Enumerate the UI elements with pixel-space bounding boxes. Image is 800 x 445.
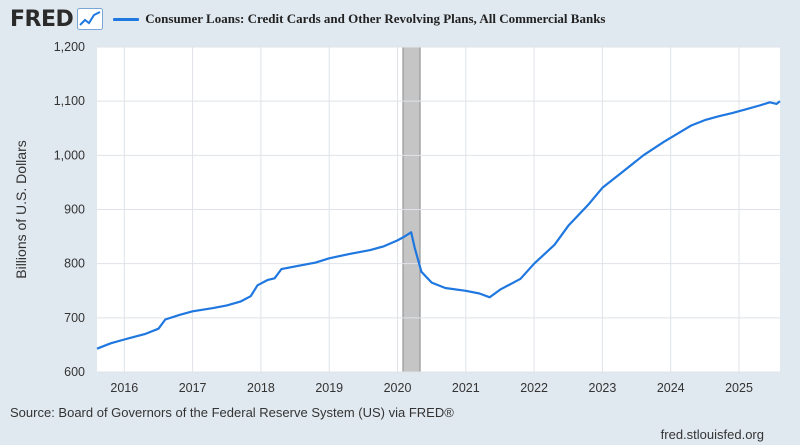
x-tick-label: 2017 xyxy=(179,381,207,395)
x-tick-label: 2016 xyxy=(110,381,138,395)
y-tick-label: 600 xyxy=(64,365,85,379)
x-tick-label: 2024 xyxy=(657,381,685,395)
y-tick-label: 900 xyxy=(64,203,85,217)
x-tick-label: 2023 xyxy=(589,381,617,395)
y-tick-label: 700 xyxy=(64,311,85,325)
x-tick-label: 2020 xyxy=(384,381,412,395)
x-tick-label: 2021 xyxy=(452,381,480,395)
x-tick-label: 2022 xyxy=(520,381,548,395)
y-tick-label: 1,200 xyxy=(54,40,85,54)
line-chart: 2016 2017 2018 2019 2020 2021 2022 2023 2024 2025… xyxy=(13,40,781,395)
y-tick-label: 1,100 xyxy=(54,94,85,108)
chart-header: FRED Consumer Loans: Credit Cards and Ot… xyxy=(10,4,605,34)
x-tick-label: 2019 xyxy=(315,381,343,395)
gridlines xyxy=(97,46,780,373)
y-axis: 600 700 800 900 1,000 1,100 1,200 xyxy=(54,40,85,379)
x-tick-label: 2018 xyxy=(247,381,275,395)
series-layer xyxy=(96,100,781,350)
source-note: Source: Board of Governors of the Federa… xyxy=(10,405,454,420)
y-tick-label: 800 xyxy=(64,257,85,271)
fred-logo[interactable]: FRED xyxy=(10,6,74,32)
legend-label: Consumer Loans: Credit Cards and Other R… xyxy=(145,11,606,26)
legend-swatch xyxy=(113,17,140,21)
legend: Consumer Loans: Credit Cards and Other R… xyxy=(113,11,605,27)
chart-trend-icon xyxy=(77,8,104,30)
y-tick-label: 1,000 xyxy=(54,148,85,162)
series-line xyxy=(96,100,781,350)
x-axis: 2016 2017 2018 2019 2020 2021 2022 2023 2024 2025 xyxy=(110,381,753,395)
y-axis-label: Billions of U.S. Dollars xyxy=(13,140,29,279)
x-tick-label: 2025 xyxy=(725,381,753,395)
site-link[interactable]: fred.stlouisfed.org xyxy=(660,427,764,442)
